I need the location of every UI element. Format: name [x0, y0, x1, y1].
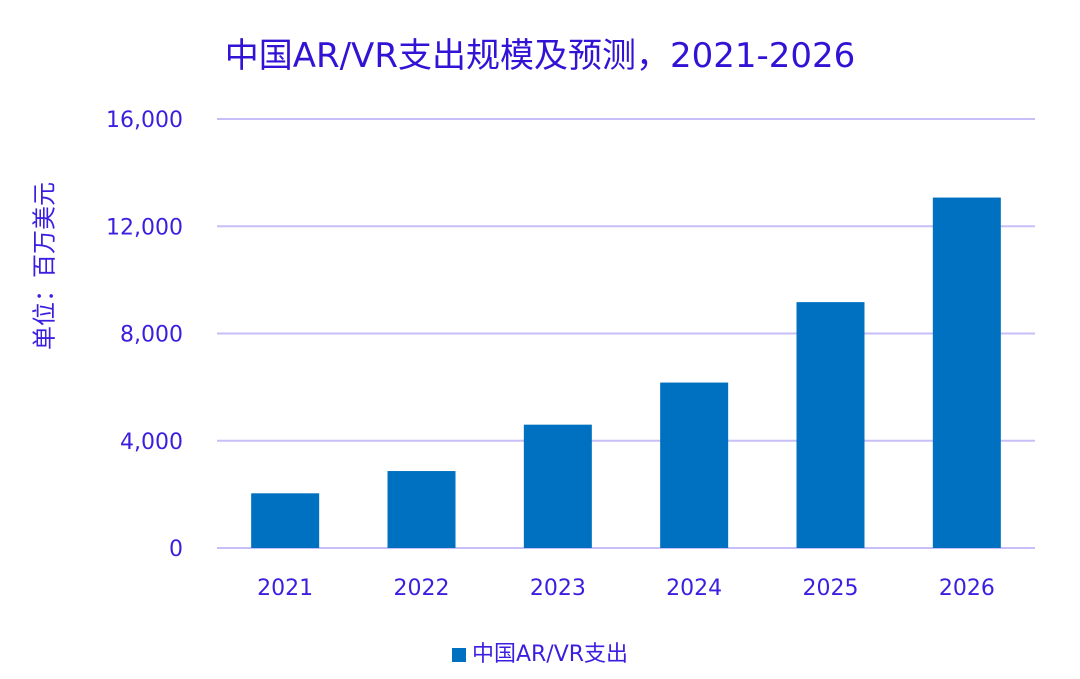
- y-tick-label: 16,000: [106, 108, 183, 133]
- bar: [387, 471, 456, 548]
- x-tick-label: 2025: [803, 576, 859, 601]
- legend: 中国AR/VR支出: [0, 636, 1080, 668]
- bar: [932, 197, 1001, 549]
- y-tick-label: 4,000: [120, 430, 183, 455]
- x-tick-label: 2021: [257, 576, 313, 601]
- y-tick-label: 12,000: [106, 215, 183, 240]
- legend-label: 中国AR/VR支出: [471, 642, 629, 667]
- x-tick-label: 2022: [394, 576, 450, 601]
- bar: [660, 382, 729, 548]
- bar: [523, 424, 592, 548]
- x-tick-label: 2026: [939, 576, 995, 601]
- x-tick-label: 2023: [530, 576, 586, 601]
- chart-title: 中国AR/VR支出规模及预测，2021-2026: [224, 36, 856, 76]
- bar: [251, 493, 320, 548]
- x-tick-label: 2024: [666, 576, 722, 601]
- bar: [796, 302, 865, 548]
- legend-swatch: [451, 648, 466, 662]
- y-tick-label: 0: [169, 537, 183, 562]
- y-tick-label: 8,000: [120, 323, 183, 348]
